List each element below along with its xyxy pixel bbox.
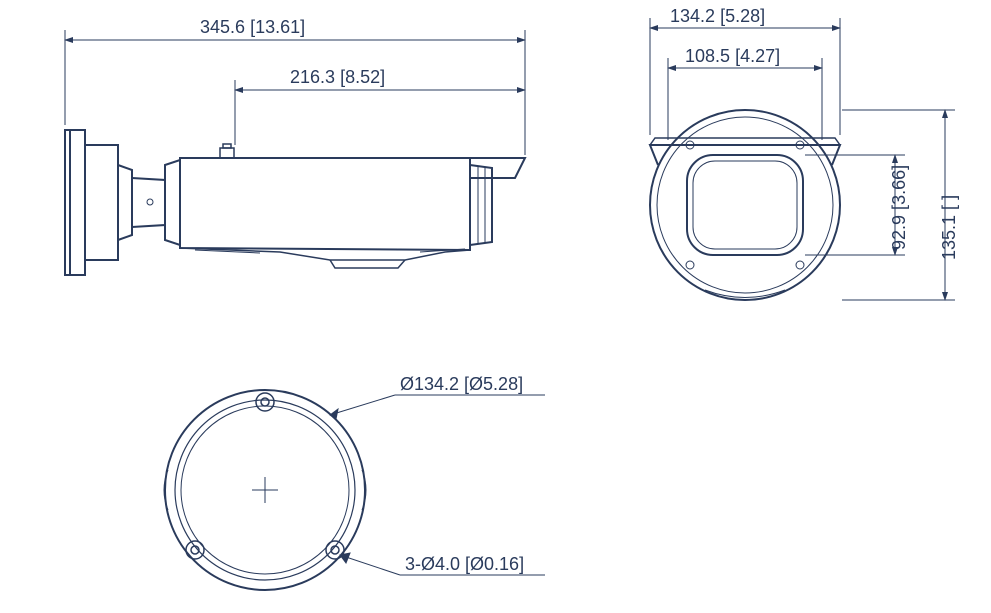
side-view: 345.6 [13.61] 216.3 [8.52] xyxy=(65,17,525,275)
dim-outer-height: 135.1 [ ] xyxy=(939,195,959,260)
dim-body-length: 216.3 [8.52] xyxy=(290,67,385,87)
dim-inner-width: 108.5 [4.27] xyxy=(685,46,780,66)
front-view: 134.2 [5.28] 108.5 [4.27] 92.9 [3.66] 13… xyxy=(650,6,959,300)
dim-base-holes: 3-Ø4.0 [Ø0.16] xyxy=(405,554,524,574)
dim-base-diameter: Ø134.2 [Ø5.28] xyxy=(400,374,523,394)
dim-total-length: 345.6 [13.61] xyxy=(200,17,305,37)
dim-inner-height: 92.9 [3.66] xyxy=(889,165,909,250)
base-view: Ø134.2 [Ø5.28] 3-Ø4.0 [Ø0.16] xyxy=(164,374,545,590)
dim-outer-width: 134.2 [5.28] xyxy=(670,6,765,26)
